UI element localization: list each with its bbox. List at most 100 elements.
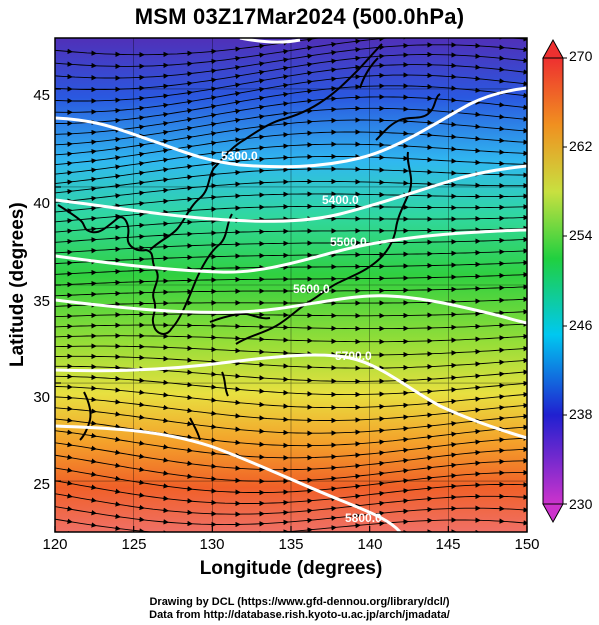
streamline-arrow	[210, 140, 217, 146]
streamline-arrow	[66, 506, 73, 512]
streamline-arrow	[162, 457, 169, 463]
streamline-arrow	[258, 52, 265, 58]
streamline-arrow	[282, 57, 289, 63]
streamline-arrow	[114, 411, 121, 417]
streamline-arrow	[330, 67, 337, 73]
streamline-arrow	[114, 513, 121, 519]
streamline-arrow	[210, 384, 217, 390]
streamline-arrow	[378, 470, 385, 477]
streamline-arrow	[114, 475, 121, 482]
streamline-arrow	[378, 480, 385, 487]
streamline-arrow	[114, 203, 121, 209]
streamline-arrow	[210, 437, 217, 443]
streamline-arrow	[474, 439, 481, 445]
streamline-arrow	[162, 83, 169, 89]
streamline-arrow	[331, 38, 337, 39]
streamline-arrow	[378, 510, 385, 517]
streamline-arrow	[186, 185, 193, 191]
streamline-arrow	[234, 46, 241, 52]
streamline-arrow	[186, 460, 193, 467]
streamline-arrow	[474, 407, 481, 413]
streamline-arrow	[162, 495, 169, 502]
streamline-arrow	[402, 498, 409, 504]
streamline-arrow	[162, 148, 169, 154]
streamline-arrow	[426, 423, 433, 429]
streamline-arrow	[330, 525, 337, 531]
streamline-arrow	[114, 436, 121, 442]
streamline-arrow	[114, 399, 121, 405]
streamline-arrow	[474, 428, 481, 435]
streamline-arrow	[90, 484, 97, 490]
streamline-arrow	[426, 434, 433, 440]
streamline-arrow	[498, 78, 505, 84]
streamline-arrow	[354, 38, 361, 45]
streamline-arrow	[402, 447, 409, 454]
y-tick-label: 25	[33, 476, 50, 493]
streamline-arrow	[306, 38, 313, 43]
streamline-arrow	[378, 490, 385, 497]
streamline-arrow	[282, 101, 289, 107]
streamline-arrow	[90, 432, 97, 439]
streamline-arrow	[114, 501, 121, 507]
streamline-arrow	[186, 434, 193, 440]
streamline-arrow	[402, 468, 409, 474]
streamline-arrow	[90, 471, 97, 477]
streamline-arrow	[378, 500, 385, 507]
streamline-arrow	[354, 493, 361, 499]
streamline-arrow	[450, 452, 457, 458]
streamline-arrow	[306, 508, 313, 514]
streamline-arrow	[162, 129, 169, 136]
streamline-arrow	[138, 180, 145, 186]
streamline-arrow	[378, 439, 385, 445]
streamline-arrow	[186, 99, 193, 105]
contour-label: 5700.0	[335, 349, 372, 363]
map-grid	[55, 38, 527, 532]
streamline-arrow	[354, 483, 361, 490]
streamline-arrow	[90, 510, 97, 516]
streamline-arrow	[162, 177, 169, 183]
streamline-arrow	[282, 91, 289, 98]
streamline-arrow	[210, 68, 217, 74]
streamline-arrow	[186, 116, 193, 123]
streamline-arrow	[354, 463, 361, 469]
streamline-arrow	[114, 173, 121, 180]
streamline-arrow	[138, 453, 145, 459]
streamline-arrow	[210, 131, 217, 137]
streamline-arrow	[330, 50, 337, 56]
contour-label: 5400.0	[322, 193, 359, 207]
y-tick-label: 30	[33, 389, 50, 406]
streamline-arrow	[450, 442, 457, 448]
x-tick-label: 135	[278, 536, 304, 553]
streamline-arrow	[66, 518, 73, 524]
streamline-arrow	[90, 167, 97, 173]
y-tick-label: 35	[33, 293, 50, 310]
y-tick-label: 40	[33, 195, 50, 212]
streamline-arrow	[90, 148, 97, 155]
streamline-arrow	[354, 473, 361, 480]
streamline-arrow	[186, 90, 193, 96]
streamline-arrow	[258, 104, 265, 111]
streamline-arrow	[258, 95, 265, 101]
streamline-arrow	[210, 397, 217, 403]
streamline-arrow	[186, 486, 193, 492]
streamline-arrow	[90, 195, 97, 202]
streamline-arrow	[67, 530, 73, 532]
streamline-arrow	[66, 493, 73, 499]
streamline-arrow	[234, 64, 241, 71]
streamline-arrow	[90, 522, 97, 528]
streamline-arrow	[234, 117, 241, 124]
streamline-arrow	[234, 82, 241, 88]
colorbar-tick-label: 246	[569, 317, 593, 333]
streamline-arrow	[138, 151, 145, 158]
streamline-arrow	[426, 475, 433, 481]
streamline-arrow	[162, 519, 169, 525]
streamline-arrow	[90, 158, 97, 164]
streamline-arrow	[66, 179, 73, 185]
streamline-arrow	[114, 423, 121, 430]
streamline-arrow	[186, 125, 193, 132]
streamline-arrow	[330, 505, 337, 512]
streamline-arrow	[162, 138, 169, 145]
streamline-arrow	[210, 463, 217, 469]
streamline-arrow	[522, 116, 527, 122]
streamline-arrow	[90, 176, 97, 183]
